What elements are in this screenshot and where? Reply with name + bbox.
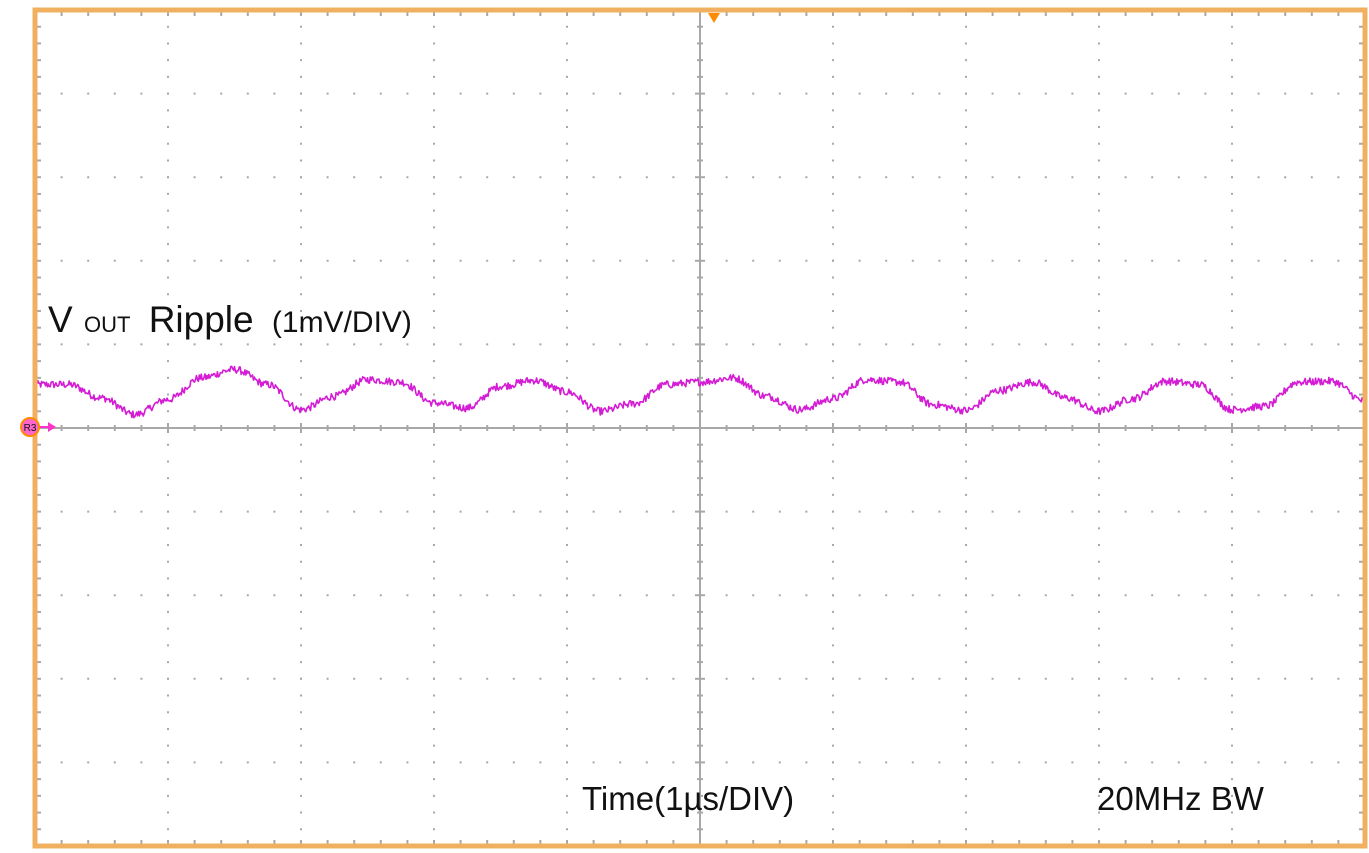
bandwidth-label: 20MHz BW (1097, 780, 1265, 817)
reference-marker-label: R3 (24, 423, 37, 434)
trace-label: V OUT Ripple (1mV/DIV) (48, 299, 412, 340)
trigger-position-marker (708, 13, 720, 23)
ripple-trace (34, 365, 1365, 419)
trace-label-subscript: OUT (84, 312, 130, 337)
x-axis-label: Time(1µs/DIV) (582, 780, 794, 817)
reference-marker-circle (20, 417, 40, 437)
trace-label-main: Ripple (149, 299, 254, 340)
reference-arrow-head (48, 422, 56, 432)
channel-reference-marker: R3 (20, 417, 56, 437)
trace-label-v: V (48, 299, 73, 340)
trace-group (34, 365, 1365, 419)
trace-label-scale: (1mV/DIV) (272, 306, 412, 339)
